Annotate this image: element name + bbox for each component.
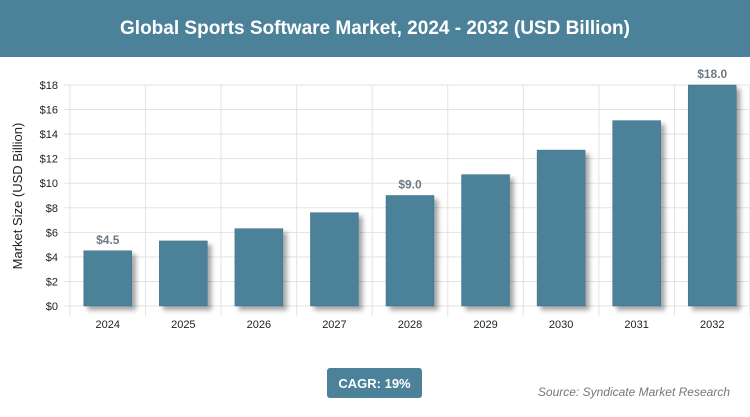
bar-2029 — [461, 174, 510, 307]
bar-2031 — [612, 120, 661, 307]
bar-2027 — [310, 212, 359, 307]
y-tick-label: $14 — [40, 129, 58, 141]
bar-2032 — [687, 84, 737, 307]
y-tick-label: $6 — [46, 227, 58, 239]
y-tick-label: $16 — [40, 105, 58, 117]
cagr-badge: CAGR: 19% — [327, 368, 422, 398]
x-tick-label: 2029 — [473, 319, 497, 331]
y-tick-label: $8 — [46, 203, 58, 215]
x-tick-label: 2032 — [700, 319, 724, 331]
x-tick-label: 2028 — [398, 319, 422, 331]
x-tick-label: 2024 — [96, 319, 120, 331]
x-tick-label: 2030 — [549, 319, 573, 331]
y-axis-label: Market Size (USD Billion) — [10, 123, 25, 270]
data-label: $18.0 — [697, 67, 727, 81]
y-tick-label: $4 — [46, 252, 58, 264]
chart-title: Global Sports Software Market, 2024 - 20… — [0, 0, 750, 57]
x-tick-label: 2026 — [247, 319, 271, 331]
y-tick-label: $10 — [40, 178, 58, 190]
bar-2030 — [536, 149, 586, 307]
y-tick-label: $0 — [46, 301, 58, 313]
x-tick-label: 2027 — [322, 319, 346, 331]
y-tick-label: $18 — [40, 80, 58, 92]
y-tick-label: $2 — [46, 276, 58, 288]
y-tick-label: $12 — [40, 154, 58, 166]
source-note: Source: Syndicate Market Research — [537, 385, 730, 399]
bar-2025 — [159, 240, 208, 307]
data-label: $4.5 — [96, 233, 120, 247]
x-tick-label: 2031 — [624, 319, 648, 331]
bar-2026 — [234, 228, 284, 307]
bar-2028 — [385, 195, 435, 307]
bar-2024 — [83, 250, 133, 307]
x-tick-label: 2025 — [171, 319, 195, 331]
data-label: $9.0 — [398, 178, 422, 192]
